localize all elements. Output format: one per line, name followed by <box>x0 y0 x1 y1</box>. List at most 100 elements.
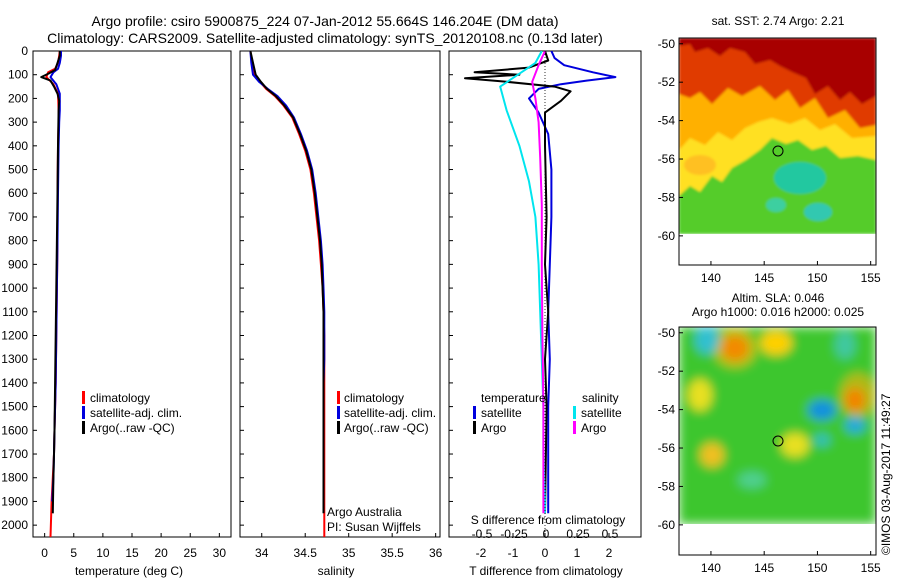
difference-salinity-legend: salinity satellite Argo <box>573 391 622 435</box>
sst-map-frame <box>678 37 877 266</box>
difference-t-argo-line <box>464 51 572 514</box>
temperature-x-tick-label: 20 <box>154 546 168 560</box>
depth-tick-label: 1700 <box>1 447 28 461</box>
map-lon-tick-label: 155 <box>861 561 881 575</box>
s-difference-x-axis: -0.5 -0.25 0 0.25 0.5 <box>472 527 619 541</box>
map-lat-tick-label: -54 <box>658 403 676 417</box>
temperature-x-tick-label: 0 <box>41 546 48 560</box>
map-lat-tick-label: -54 <box>658 114 676 128</box>
sst-argo-position-marker <box>772 145 784 157</box>
legend-swatch-s-argo <box>573 421 576 434</box>
map-lat-tick-label: -50 <box>658 37 676 51</box>
s-difference-x-tick-label: 0.5 <box>602 527 619 541</box>
temperature-x-tick-label: 5 <box>70 546 77 560</box>
t-difference-x-tick-label: -2 <box>476 546 487 560</box>
t-difference-x-axis: -2 -1 0 1 2 <box>476 533 613 560</box>
legend-swatch-t-satellite <box>473 406 476 419</box>
depth-tick-label: 1600 <box>1 423 28 437</box>
legend-label-satellite: satellite-adj. clim. <box>90 406 182 420</box>
legend-label-satellite: satellite-adj. clim. <box>344 406 436 420</box>
t-difference-x-tick-label: 0 <box>542 546 549 560</box>
legend-swatch-s-satellite <box>573 406 576 419</box>
sla-low-anomaly <box>814 434 830 446</box>
depth-tick-label: 100 <box>8 68 28 82</box>
depth-tick-label: 1300 <box>1 352 28 366</box>
temperature-x-axis: 0 5 10 15 20 25 30 <box>41 533 226 560</box>
map-lon-tick-label: 150 <box>807 561 827 575</box>
temperature-legend: climatology satellite-adj. clim. Argo(..… <box>82 391 182 435</box>
argo-australia-label: Argo Australia <box>327 505 402 519</box>
sla-high-anomaly <box>713 328 757 368</box>
legend-label-climatology: climatology <box>90 391 150 405</box>
sla-high-anomaly <box>760 331 792 355</box>
legend-swatch-climatology <box>337 391 340 404</box>
sla-map-frame <box>678 326 877 556</box>
difference-temperature-legend: temperature satellite Argo <box>473 391 546 435</box>
sla-map-subtitle: Argo h1000: 0.016 h2000: 0.025 <box>692 305 864 319</box>
sst-cyan-patch <box>804 203 832 221</box>
sla-low-anomaly <box>808 400 836 420</box>
sla-heatmap <box>679 327 876 524</box>
map-lon-tick-label: 140 <box>701 271 721 285</box>
map-lat-tick-label: -56 <box>658 152 676 166</box>
sst-cyan-patch <box>766 198 786 212</box>
salinity-x-tick-label: 36 <box>429 546 443 560</box>
sla-high-anomaly <box>688 379 712 411</box>
salinity-x-tick-label: 34 <box>255 546 269 560</box>
figure-title-line2: Climatology: CARS2009. Satellite-adjuste… <box>47 30 603 46</box>
sst-map-axes: 140 145 150 155 -50 -52 -54 -56 -58 -60 <box>658 37 881 285</box>
imos-credit: ©IMOS 03-Aug-2017 11:49:27 <box>879 393 893 555</box>
sla-map-axes: 140 145 150 155 -50 -52 -54 -56 -58 -60 <box>658 326 881 575</box>
map-lon-tick-label: 145 <box>754 271 774 285</box>
depth-tick-label: 1900 <box>1 494 28 508</box>
sst-heatmap <box>679 38 876 234</box>
legend-label-climatology: climatology <box>344 391 404 405</box>
sla-base <box>679 327 876 524</box>
map-lon-tick-label: 145 <box>754 561 774 575</box>
temperature-x-tick-label: 25 <box>184 546 198 560</box>
salinity-x-tick-label: 35.5 <box>380 546 404 560</box>
depth-tick-label: 900 <box>8 257 28 271</box>
legend-title-temperature: temperature <box>481 391 546 405</box>
t-difference-x-tick-label: 2 <box>606 546 613 560</box>
salinity-x-tick-label: 34.5 <box>294 546 318 560</box>
salinity-series <box>249 51 326 537</box>
sla-argo-position-marker <box>772 435 784 447</box>
depth-tick-label: 2000 <box>1 518 28 532</box>
depth-tick-label: 300 <box>8 115 28 129</box>
map-lat-tick-label: -60 <box>658 229 676 243</box>
sst-cyan-patch <box>774 162 826 194</box>
s-difference-x-tick-label: -0.25 <box>500 527 528 541</box>
sla-high-anomaly <box>700 443 724 467</box>
legend-label-argo: Argo(..raw -QC) <box>344 421 429 435</box>
depth-tick-label: 1200 <box>1 328 28 342</box>
depth-tick-label: 1100 <box>2 305 28 319</box>
difference-s-argo-line <box>531 51 546 514</box>
depth-tick-label: 1400 <box>1 376 28 390</box>
salinity-axis-label: salinity <box>318 564 355 578</box>
t-difference-x-tick-label: 1 <box>574 546 581 560</box>
map-lon-tick-label: 150 <box>807 271 827 285</box>
legend-label-argo: Argo(..raw -QC) <box>90 421 175 435</box>
map-lat-tick-label: -52 <box>658 75 676 89</box>
map-lat-tick-label: -60 <box>658 518 676 532</box>
pi-label: PI: Susan Wijffels <box>327 520 421 534</box>
legend-swatch-climatology <box>82 391 85 404</box>
legend-label-s-satellite: satellite <box>581 406 622 420</box>
legend-swatch-satellite <box>337 406 340 419</box>
figure-title-line1: Argo profile: csiro 5900875_224 07-Jan-2… <box>92 13 559 29</box>
temperature-x-tick-label: 10 <box>96 546 110 560</box>
depth-tick-label: 800 <box>8 234 28 248</box>
depth-tick-label: 400 <box>8 139 28 153</box>
temperature-argo-raw-qc-line <box>40 51 61 514</box>
difference-series <box>464 51 617 514</box>
temperature-series <box>40 51 62 537</box>
salinity-plot-frame <box>239 50 441 538</box>
depth-tick-label: 1800 <box>1 471 28 485</box>
salinity-x-tick-label: 35 <box>342 546 356 560</box>
map-lon-tick-label: 140 <box>701 561 721 575</box>
map-lat-tick-label: -50 <box>658 326 676 340</box>
legend-label-s-argo: Argo <box>581 421 607 435</box>
map-lat-tick-label: -52 <box>658 364 676 378</box>
legend-label-t-argo: Argo <box>481 421 507 435</box>
